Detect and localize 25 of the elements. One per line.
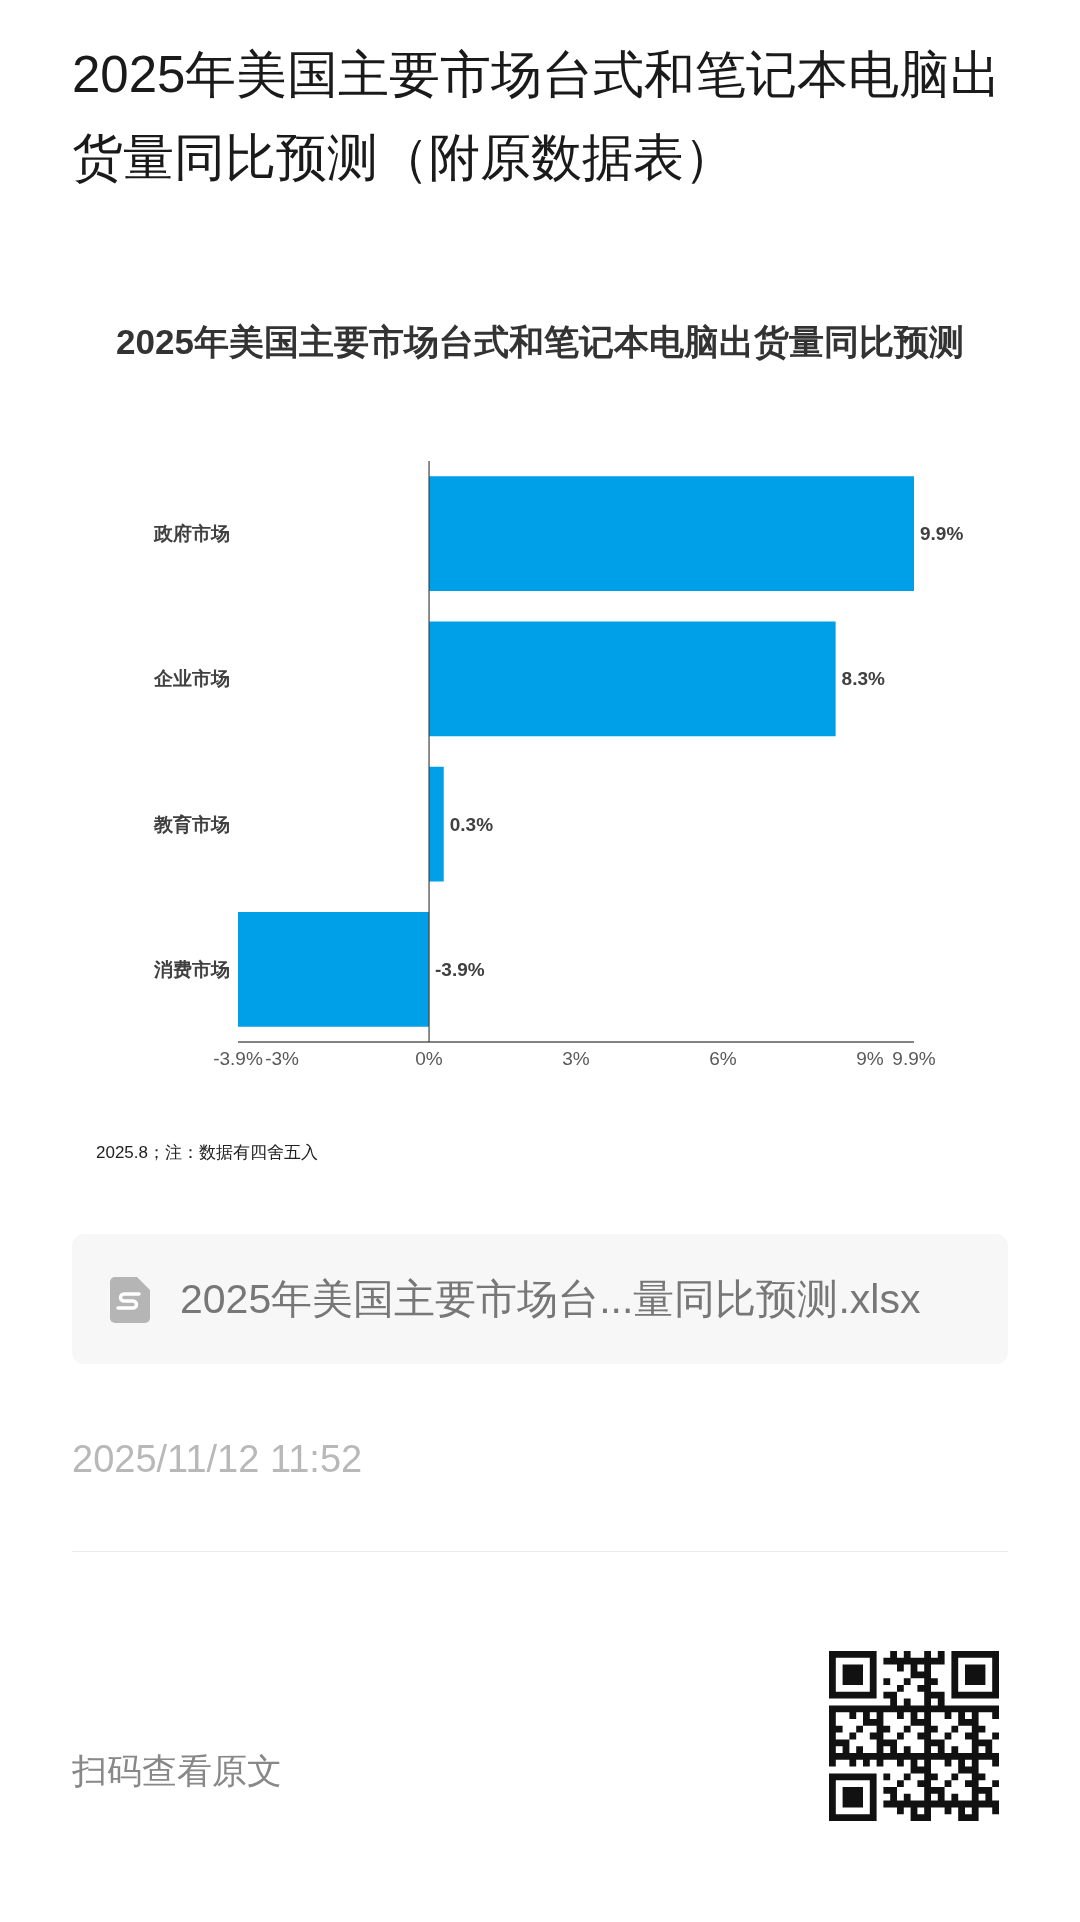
x-tick-label: -3.9% [213, 1047, 263, 1069]
data-label: 0.3% [449, 813, 494, 835]
x-tick-label: 0% [415, 1047, 443, 1069]
x-tick-label: 9% [856, 1047, 884, 1069]
data-label: 8.3% [841, 668, 886, 690]
bar [429, 766, 444, 882]
text: 2025/11/12 11:52 [72, 1438, 363, 1480]
text: 2025.8；注：数据有四舍五入 [96, 1142, 318, 1162]
x-tick-label: 6% [709, 1047, 737, 1069]
chart-subtitle: 2025年美国主要市场台式和笔记本电脑出货量同比预测 [116, 321, 964, 361]
y-tick-label: 政府市场 [153, 523, 230, 545]
chart-title: 2025年美国主要市场台式和笔记本电脑出货量同比预测（附原数据表） [72, 45, 1003, 188]
x-tick-label: 9.9% [892, 1047, 936, 1069]
y-tick-label: 企业市场 [153, 668, 230, 690]
bar [238, 912, 430, 1027]
text: 扫码查看原文 [71, 1750, 282, 1790]
bar [429, 621, 836, 737]
x-tick-label: 3% [562, 1047, 590, 1069]
bar [429, 476, 914, 591]
data-label: -3.9% [435, 958, 485, 980]
y-tick-label: 教育市场 [153, 813, 230, 835]
x-tick-label: -3% [265, 1047, 300, 1069]
text: 2025年美国主要市场台...量同比预测.xlsx [180, 1276, 921, 1322]
data-label: 9.9% [920, 523, 964, 545]
y-tick-label: 消费市场 [153, 958, 230, 980]
